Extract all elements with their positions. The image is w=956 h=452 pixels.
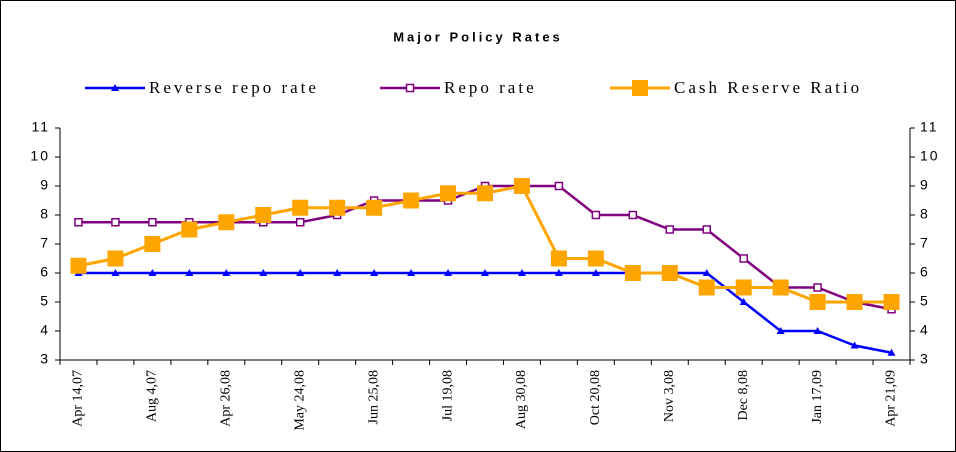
data-point (477, 185, 493, 202)
data-point (407, 269, 416, 276)
data-point (255, 207, 272, 223)
data-point (517, 269, 526, 276)
data-point (776, 327, 785, 334)
data-point (813, 283, 822, 292)
data-point (632, 80, 648, 96)
y-tick-label: 6 (40, 264, 50, 280)
legend-label: Reverse repo rate (149, 78, 319, 97)
x-tick-label: Aug 4,07 (145, 370, 160, 422)
x-tick-label: Apr 14,07 (71, 370, 86, 427)
data-point (554, 181, 564, 191)
y-tick-label: 8 (40, 206, 50, 222)
y2-tick-label: 5 (920, 293, 930, 309)
y-tick-label: 7 (40, 235, 50, 251)
x-tick-label: Nov 3,08 (662, 370, 677, 422)
legend-label: Cash Reserve Ratio (674, 78, 862, 97)
data-point (74, 218, 83, 227)
data-point (698, 279, 715, 296)
y-tick-label: 3 (40, 351, 50, 367)
data-point (148, 218, 157, 227)
data-point (111, 269, 120, 276)
data-point (148, 269, 157, 276)
x-tick-label: Jan 17,09 (810, 370, 825, 424)
data-point (107, 250, 124, 267)
data-point (218, 214, 235, 231)
data-point (70, 257, 87, 274)
y2-tick-label: 3 (920, 351, 930, 367)
x-tick-label: Jul 19,08 (440, 370, 455, 421)
data-point (809, 294, 826, 310)
data-point (295, 218, 305, 227)
data-point (481, 269, 489, 276)
x-tick-label: Jun 25,08 (366, 370, 381, 424)
data-point (181, 221, 198, 238)
data-point (702, 225, 711, 234)
x-tick-label: Apr 21,09 (884, 370, 899, 427)
y2-tick-label: 4 (920, 322, 930, 338)
data-point (440, 185, 457, 202)
data-point (222, 269, 231, 276)
legend-label: Repo rate (444, 78, 537, 97)
data-point (144, 236, 161, 252)
data-point (702, 269, 711, 276)
x-tick-label: Oct 20,08 (588, 370, 603, 425)
x-tick-label: Aug 30,08 (514, 370, 529, 429)
data-point (591, 269, 600, 276)
data-point (111, 218, 120, 227)
data-point (665, 225, 675, 234)
data-point (444, 269, 453, 276)
data-point (591, 210, 601, 220)
data-point (846, 294, 863, 310)
data-point (111, 84, 119, 91)
data-point (772, 279, 789, 296)
data-point (850, 341, 859, 349)
data-point (554, 269, 563, 276)
data-point (887, 348, 896, 356)
y-tick-label: 5 (40, 293, 50, 309)
data-point (739, 254, 748, 263)
x-tick-label: Dec 8,08 (736, 370, 751, 421)
data-point (628, 210, 638, 220)
data-point (624, 265, 641, 281)
data-point (883, 294, 900, 310)
y2-tick-label: 6 (920, 264, 930, 280)
y2-tick-label: 7 (920, 235, 930, 251)
data-point (661, 265, 678, 281)
data-point (813, 327, 822, 334)
data-point (550, 250, 567, 267)
y-tick-label: 11 (31, 119, 50, 135)
data-point (329, 199, 346, 216)
data-point (587, 250, 604, 267)
chart-title: Major Policy Rates (393, 29, 563, 44)
data-point (405, 83, 415, 93)
data-point (735, 279, 752, 296)
y-tick-label: 9 (40, 177, 50, 193)
x-tick-label: May 24,08 (292, 370, 307, 431)
y2-tick-label: 11 (920, 119, 939, 135)
x-tick-label: Apr 26,08 (219, 370, 234, 427)
data-point (259, 269, 268, 276)
data-point (513, 178, 530, 194)
y-tick-label: 10 (30, 148, 50, 164)
y2-tick-label: 9 (920, 177, 930, 193)
data-point (292, 199, 309, 216)
data-point (185, 269, 194, 276)
y-tick-label: 4 (40, 322, 50, 338)
data-point (403, 192, 420, 209)
data-point (366, 199, 383, 216)
y2-tick-label: 10 (920, 148, 940, 164)
y2-tick-label: 8 (920, 206, 930, 222)
data-point (739, 298, 748, 305)
data-point (370, 269, 379, 276)
data-point (296, 269, 305, 276)
data-point (333, 269, 342, 276)
